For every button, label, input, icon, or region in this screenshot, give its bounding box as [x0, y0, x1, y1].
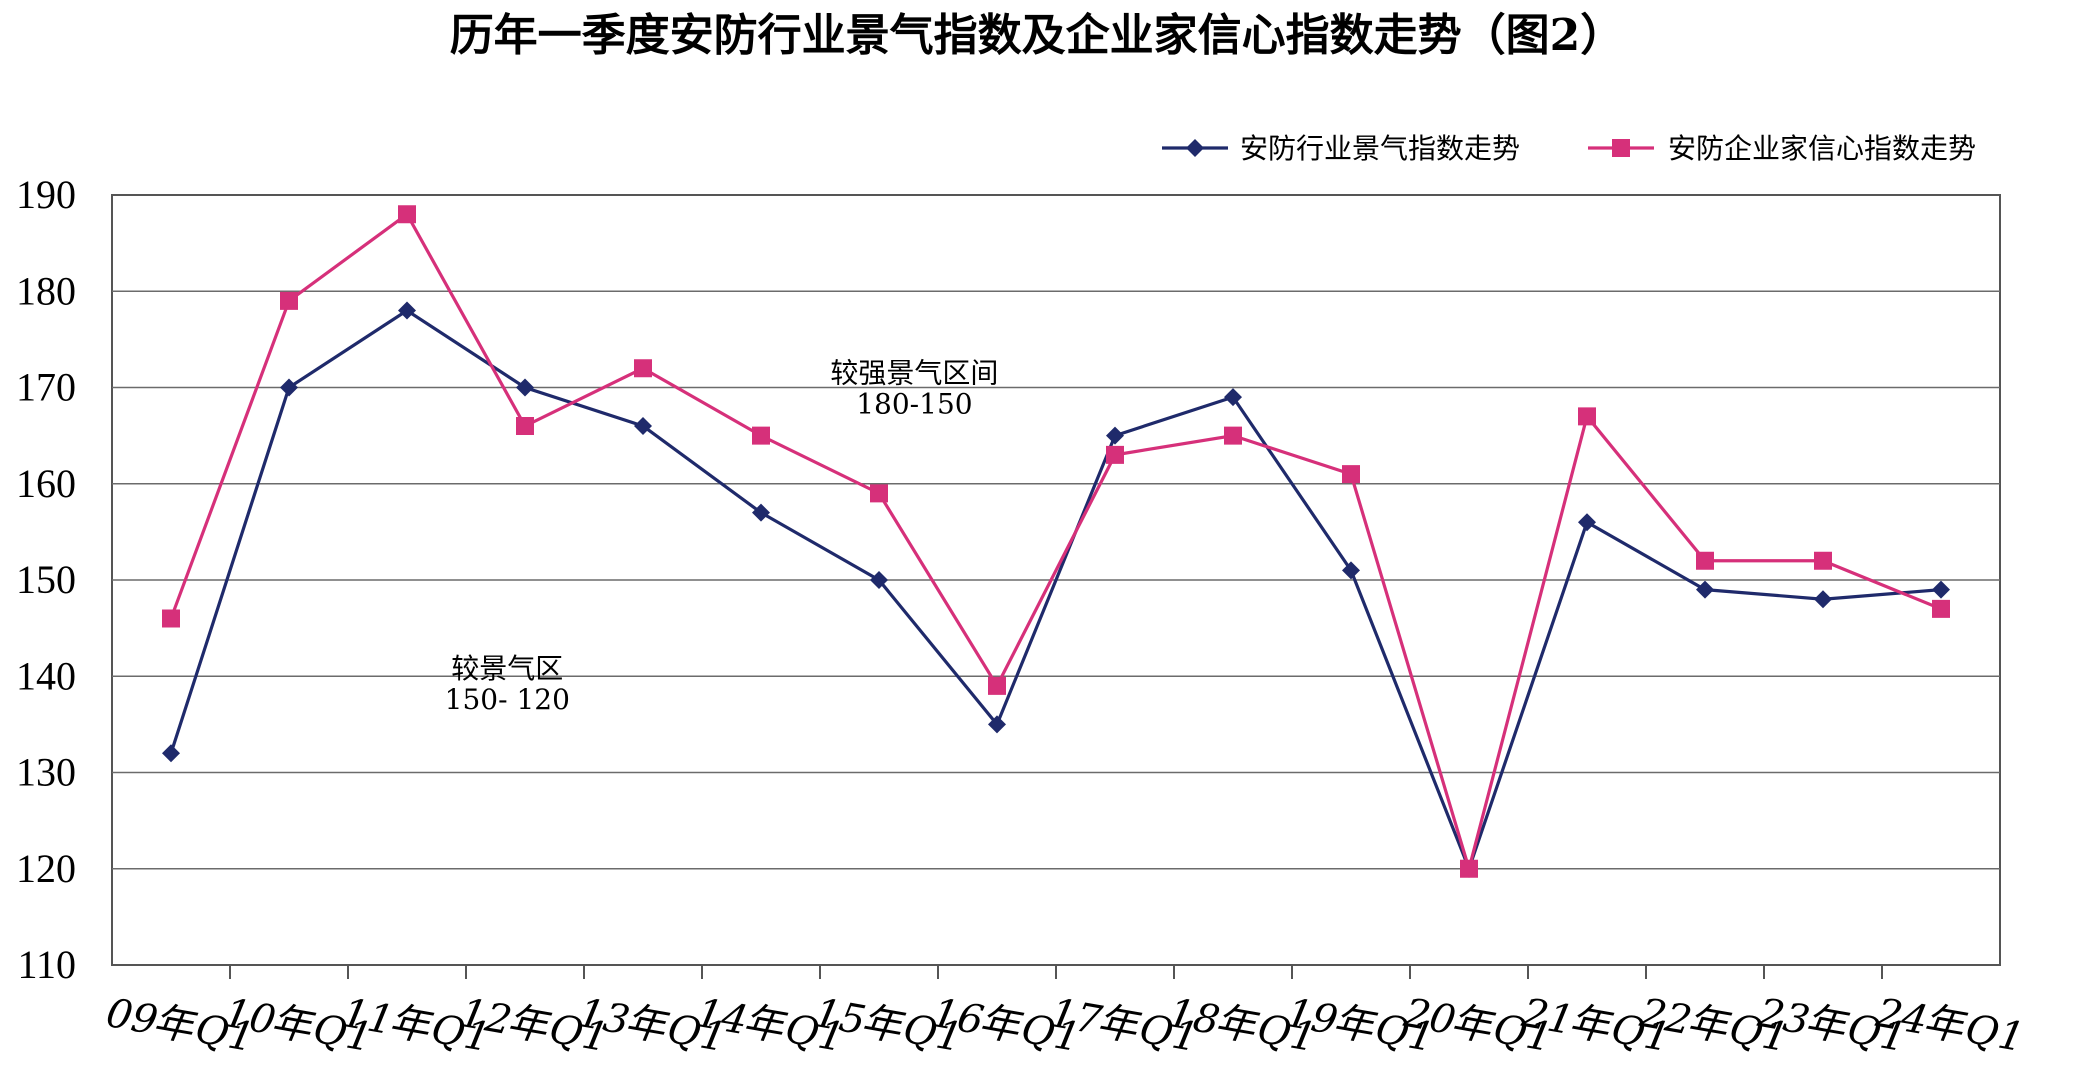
annotation-text: 180-150	[856, 388, 972, 421]
series-line	[169, 211, 1942, 875]
data-point	[1224, 388, 1242, 407]
data-point	[516, 378, 534, 397]
data-point	[1578, 513, 1596, 532]
data-point	[162, 609, 180, 628]
data-point	[280, 378, 298, 397]
data-point	[1932, 599, 1950, 618]
legend-marker	[1186, 139, 1204, 157]
data-point	[162, 744, 180, 763]
legend-label: 安防企业家信心指数走势	[1668, 132, 1976, 165]
data-point	[398, 301, 416, 320]
x-axis-ticks: 09年Q110年Q111年Q112年Q113年Q114年Q115年Q116年Q1…	[98, 989, 2033, 1060]
series-2	[162, 205, 1950, 878]
data-point	[752, 503, 770, 522]
data-point	[988, 715, 1006, 734]
y-tick-label: 170	[16, 365, 76, 410]
y-tick-label: 180	[16, 268, 76, 313]
data-point	[1814, 551, 1832, 570]
data-point	[398, 205, 416, 224]
chart-title: 历年一季度安防行业景气指数及企业家信心指数走势（图2）	[450, 10, 1625, 61]
data-point	[1224, 426, 1242, 445]
data-point	[870, 484, 888, 503]
series-1	[162, 301, 1950, 878]
data-point	[516, 417, 534, 435]
annotation-text: 150- 120	[445, 683, 570, 716]
legend-marker	[1612, 139, 1630, 157]
data-point	[1342, 561, 1360, 580]
chart-legend: 安防行业景气指数走势 安防企业家信心指数走势	[1162, 132, 1976, 165]
data-point	[634, 359, 652, 378]
legend-item: 安防行业景气指数走势	[1162, 132, 1520, 165]
y-tick-label: 160	[16, 461, 76, 506]
annotation-text: 较景气区	[451, 652, 563, 685]
series-line	[169, 308, 1942, 874]
y-axis-ticks: 110 120 130 140 150 160 170 180 190	[16, 172, 76, 987]
series-layer	[162, 205, 1950, 878]
data-point	[634, 417, 652, 435]
data-point	[1578, 407, 1596, 426]
data-point	[1814, 590, 1832, 609]
y-tick-label: 190	[16, 172, 76, 217]
legend-label: 安防行业景气指数走势	[1240, 132, 1520, 165]
y-tick-label: 120	[16, 846, 76, 891]
y-tick-label: 140	[16, 653, 76, 698]
data-point	[988, 676, 1006, 695]
data-point	[1932, 580, 1950, 599]
annotation-text: 较强景气区间	[830, 357, 998, 390]
data-point	[1342, 465, 1360, 484]
y-tick-label: 150	[16, 557, 76, 602]
data-point	[280, 291, 298, 310]
data-point	[1696, 580, 1714, 599]
y-tick-label: 130	[16, 750, 76, 795]
axes	[229, 965, 1883, 979]
data-point	[870, 571, 888, 589]
data-point	[1460, 859, 1478, 878]
data-point	[1696, 551, 1714, 570]
data-point	[1106, 426, 1124, 445]
y-tick-label: 110	[17, 942, 76, 987]
data-point	[752, 426, 770, 445]
legend-item: 安防企业家信心指数走势	[1588, 132, 1976, 165]
data-point	[1106, 445, 1124, 464]
